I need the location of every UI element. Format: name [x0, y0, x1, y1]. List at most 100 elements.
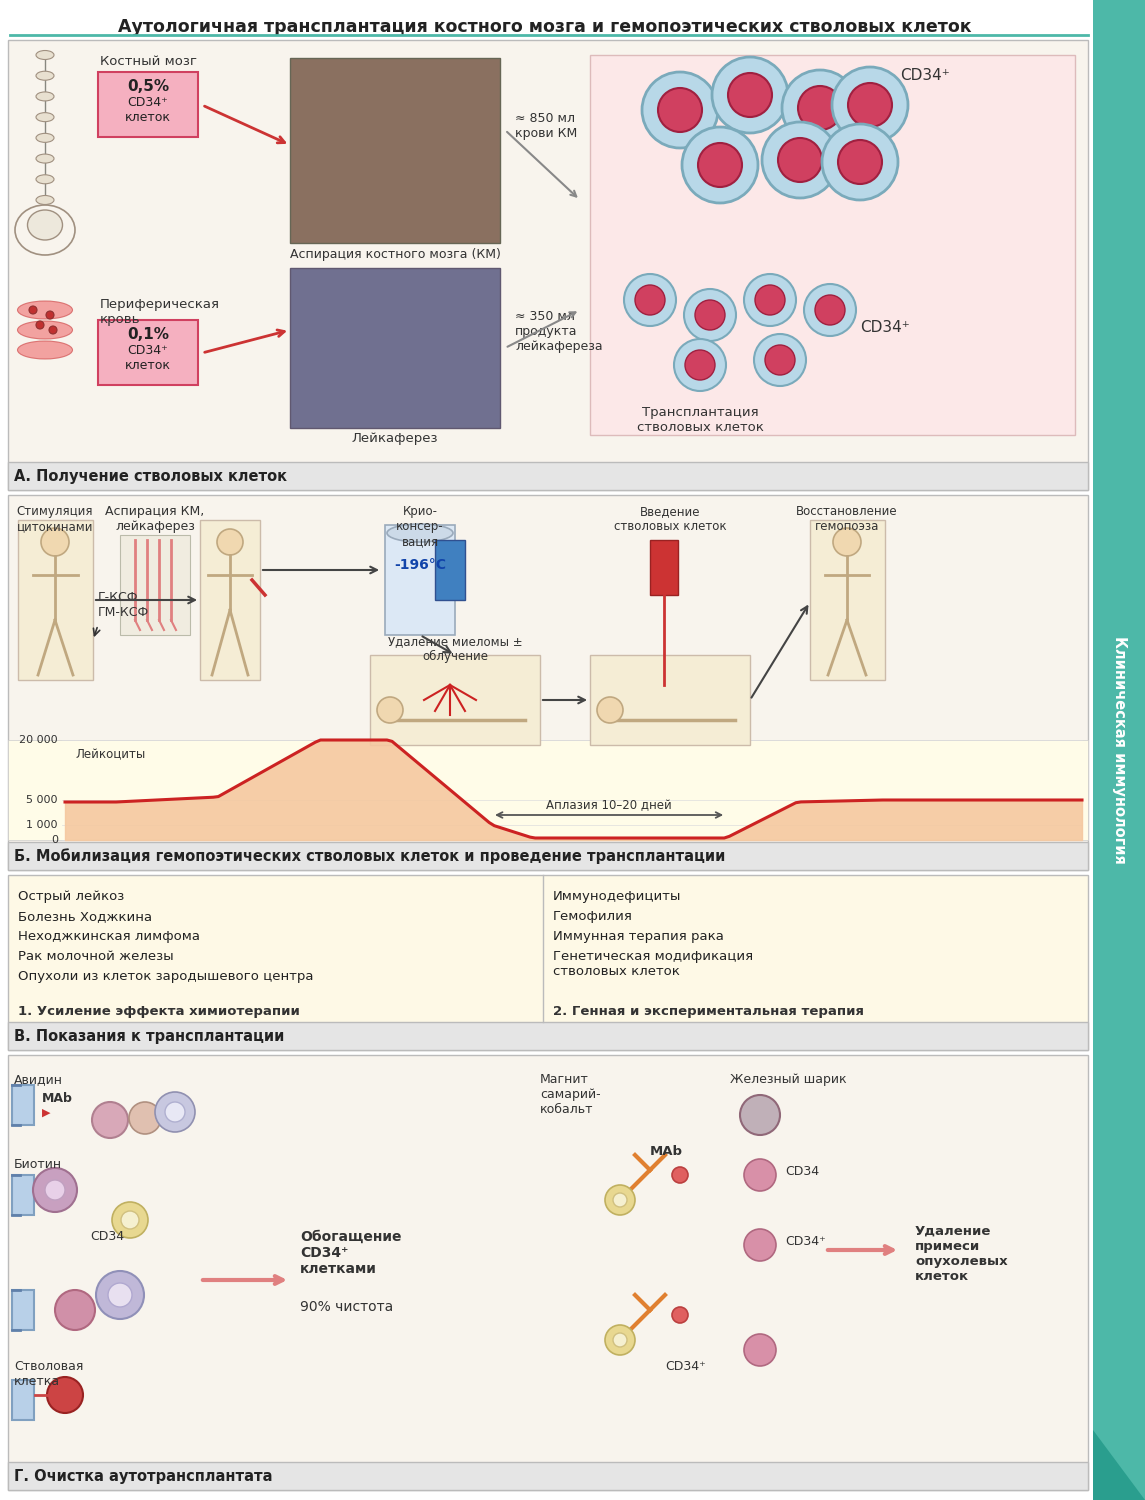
- Text: Б. Мобилизация гемопоэтических стволовых клеток и проведение трансплантации: Б. Мобилизация гемопоэтических стволовых…: [14, 847, 726, 864]
- Bar: [11, 1084, 34, 1125]
- Ellipse shape: [17, 321, 72, 339]
- Text: Аспирация костного мозга (КМ): Аспирация костного мозга (КМ): [290, 248, 500, 261]
- Text: 1 000: 1 000: [26, 821, 58, 830]
- Text: Периферическая
кровь: Периферическая кровь: [100, 298, 220, 326]
- Circle shape: [46, 310, 54, 320]
- Text: 0: 0: [52, 836, 58, 844]
- Circle shape: [29, 306, 37, 314]
- Text: CD34⁺: CD34⁺: [900, 68, 949, 82]
- Bar: [650, 540, 678, 596]
- Ellipse shape: [35, 154, 54, 164]
- Circle shape: [804, 284, 856, 336]
- Bar: [8, 462, 1088, 490]
- Text: Трансплантация
стволовых клеток: Трансплантация стволовых клеток: [637, 406, 764, 433]
- Text: Болезнь Ходжкина: Болезнь Ходжкина: [18, 910, 152, 922]
- Text: CD34⁺: CD34⁺: [665, 1360, 705, 1372]
- Circle shape: [798, 86, 842, 130]
- Text: ▶: ▶: [42, 1108, 50, 1118]
- Bar: [8, 1022, 1088, 1050]
- Text: CD34⁺: CD34⁺: [860, 320, 910, 334]
- Bar: [120, 536, 190, 634]
- Circle shape: [744, 274, 796, 326]
- Circle shape: [377, 698, 403, 723]
- Text: Г. Очистка аутотрансплантата: Г. Очистка аутотрансплантата: [14, 1468, 273, 1484]
- Bar: [8, 874, 1088, 1050]
- Circle shape: [728, 74, 772, 117]
- Text: Костный мозг: Костный мозг: [100, 56, 197, 68]
- Circle shape: [744, 1334, 776, 1366]
- Text: 5 000: 5 000: [26, 795, 58, 806]
- Circle shape: [613, 1334, 627, 1347]
- Text: ≈ 850 мл
крови КМ: ≈ 850 мл крови КМ: [515, 112, 577, 140]
- Bar: [1093, 0, 1145, 1500]
- Text: Опухоли из клеток зародышевого центра: Опухоли из клеток зародышевого центра: [18, 970, 314, 982]
- Circle shape: [112, 1202, 148, 1237]
- Text: 90% чистота: 90% чистота: [300, 1300, 393, 1314]
- Text: Острый лейкоз: Острый лейкоз: [18, 890, 125, 903]
- Bar: [290, 268, 500, 428]
- Text: В. Показания к трансплантации: В. Показания к трансплантации: [14, 1029, 284, 1044]
- Bar: [98, 72, 198, 136]
- Text: Стволовая
клетка: Стволовая клетка: [14, 1360, 84, 1388]
- Circle shape: [96, 1270, 144, 1318]
- Text: Стимуляция
цитокинами: Стимуляция цитокинами: [17, 506, 93, 532]
- Text: 20 000: 20 000: [19, 735, 58, 746]
- Bar: [11, 1380, 34, 1420]
- Bar: [810, 520, 885, 680]
- Circle shape: [55, 1290, 95, 1330]
- Circle shape: [755, 285, 785, 315]
- Circle shape: [755, 334, 806, 386]
- Bar: [8, 1054, 1088, 1490]
- Circle shape: [672, 1306, 688, 1323]
- Text: Иммунная терапия рака: Иммунная терапия рака: [553, 930, 724, 944]
- Text: Железный шарик: Железный шарик: [731, 1072, 846, 1086]
- Circle shape: [605, 1324, 635, 1354]
- Bar: [435, 540, 465, 600]
- Bar: [8, 40, 1088, 490]
- Ellipse shape: [35, 176, 54, 184]
- Text: А. Получение стволовых клеток: А. Получение стволовых клеток: [14, 468, 287, 483]
- Circle shape: [613, 1192, 627, 1208]
- Text: -196°С: -196°С: [394, 558, 447, 572]
- Circle shape: [108, 1282, 132, 1306]
- Circle shape: [129, 1102, 161, 1134]
- Polygon shape: [1093, 1430, 1145, 1500]
- Bar: [98, 320, 198, 386]
- Bar: [11, 1174, 34, 1215]
- Ellipse shape: [35, 70, 54, 80]
- Text: Авидин: Авидин: [14, 1072, 63, 1086]
- Circle shape: [155, 1092, 195, 1132]
- Ellipse shape: [35, 195, 54, 204]
- Circle shape: [41, 528, 69, 556]
- Circle shape: [605, 1185, 635, 1215]
- Text: Гемофилия: Гемофилия: [553, 910, 633, 922]
- Circle shape: [35, 321, 44, 328]
- Circle shape: [815, 296, 845, 326]
- Bar: [290, 58, 500, 243]
- Text: Удаление миеломы ±
облучение: Удаление миеломы ± облучение: [388, 634, 522, 663]
- Text: Восстановление
гемопоэза: Восстановление гемопоэза: [796, 506, 898, 532]
- Bar: [18, 520, 93, 680]
- Ellipse shape: [17, 302, 72, 320]
- Ellipse shape: [35, 134, 54, 142]
- Circle shape: [684, 290, 736, 340]
- Bar: [200, 520, 260, 680]
- Ellipse shape: [35, 51, 54, 60]
- Circle shape: [49, 326, 57, 334]
- Circle shape: [682, 128, 758, 202]
- Text: 2. Генная и экспериментальная терапия: 2. Генная и экспериментальная терапия: [553, 1005, 864, 1019]
- Circle shape: [765, 345, 795, 375]
- Text: Аутологичная трансплантация костного мозга и гемопоэтических стволовых клеток: Аутологичная трансплантация костного моз…: [118, 18, 972, 36]
- Circle shape: [642, 72, 718, 148]
- Text: Магнит
самарий-
кобальт: Магнит самарий- кобальт: [540, 1072, 601, 1116]
- Text: Г-КСФ
ГМ-КСФ: Г-КСФ ГМ-КСФ: [98, 591, 149, 620]
- Text: MAb: MAb: [650, 1144, 684, 1158]
- Text: CD34⁺
клеток: CD34⁺ клеток: [125, 96, 171, 124]
- Circle shape: [848, 82, 892, 128]
- Text: CD34: CD34: [785, 1166, 819, 1178]
- Circle shape: [832, 68, 908, 142]
- Circle shape: [597, 698, 623, 723]
- Text: Биотин: Биотин: [14, 1158, 62, 1172]
- Bar: [370, 656, 540, 746]
- Text: Крио-
консер-
вация: Крио- консер- вация: [396, 506, 444, 548]
